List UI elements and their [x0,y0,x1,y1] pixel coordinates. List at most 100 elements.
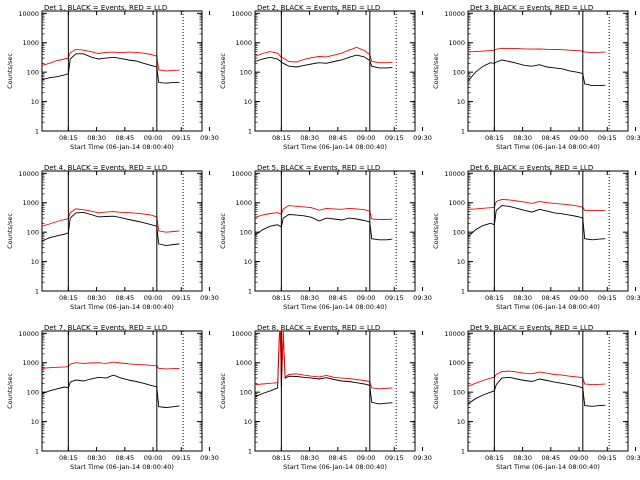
x-tick-label: 08:45 [541,134,560,142]
series-line-lld [41,208,180,233]
panel-title: Det 9, BLACK = Events, RED = LLD [470,324,593,332]
x-tick-label: 08:15 [485,294,504,302]
plot-frame [254,10,416,132]
plot-frame [254,170,416,292]
series-line-lld [41,361,180,370]
x-tick-label: 08:45 [328,294,347,302]
detector-panel-9: Det 9, BLACK = Events, RED = LLD 1 10 100 10… [432,324,640,471]
x-axis-label: Start Time (06-Jan-14 08:00:40) [283,303,387,311]
series-line-events [41,374,180,408]
y-tick-label: 1 [35,128,39,136]
y-tick-label: 1 [35,448,39,456]
y-tick-label: 1000 [235,199,252,207]
y-tick-label: 1000 [448,199,465,207]
x-tick-label: 09:00 [570,294,589,302]
x-tick-label: 08:30 [513,134,532,142]
series-line-events [254,332,393,405]
x-tick-label: 09:00 [570,454,589,462]
y-tick-label: 10 [244,418,252,426]
y-tick-label: 10000 [18,170,39,178]
plot-frame [254,330,416,452]
y-tick-label: 10000 [18,10,39,18]
x-tick-label: 08:30 [87,294,106,302]
plot-frame [467,330,629,452]
y-tick-label: 100 [27,229,39,237]
y-axis-label: Counts/sec [432,213,440,249]
x-tick-label: 09:00 [570,134,589,142]
panel-title: Det 3, BLACK = Events, RED = LLD [470,4,593,12]
series-line-events [41,211,180,247]
x-tick-label: 08:30 [300,454,319,462]
y-axis-label: Counts/sec [219,373,227,409]
x-tick-label: 09:00 [357,294,376,302]
x-tick-label: 09:00 [357,134,376,142]
y-tick-label: 100 [453,389,465,397]
x-tick-label: 09:30 [626,454,640,462]
x-tick-label: 08:45 [115,294,134,302]
y-tick-label: 1 [461,448,465,456]
y-tick-label: 10 [457,98,465,106]
panel-title: Det 4, BLACK = Events, RED = LLD [44,164,167,172]
x-tick-label: 09:30 [413,134,432,142]
plot-frame [467,170,629,292]
series-line-lld [254,330,393,390]
x-tick-label: 09:15 [598,454,617,462]
series-line-lld [467,370,606,387]
x-tick-label: 09:15 [385,134,404,142]
panel-title: Det 1, BLACK = Events, RED = LLD [44,4,167,12]
x-tick-label: 09:00 [144,294,163,302]
x-tick-label: 08:45 [328,134,347,142]
detector-panel-1: Det 1, BLACK = Events, RED = LLD 1 10 100 10… [6,4,219,151]
plot-frame [41,330,203,452]
series-line-events [467,205,606,241]
x-tick-label: 08:45 [541,454,560,462]
x-axis-label: Start Time (06-Jan-14 08:00:40) [283,463,387,471]
x-tick-label: 09:30 [626,134,640,142]
y-tick-label: 1000 [22,39,39,47]
y-tick-label: 1000 [22,199,39,207]
y-axis-label: Counts/sec [219,213,227,249]
x-tick-label: 09:30 [626,294,640,302]
x-tick-label: 09:15 [385,294,404,302]
x-tick-label: 08:30 [300,294,319,302]
series-line-lld [467,47,606,53]
plot-frame [41,170,203,292]
detector-panel-5: Det 5, BLACK = Events, RED = LLD 1 10 100 10… [219,164,432,311]
y-axis-label: Counts/sec [432,53,440,89]
series-line-events [254,214,393,241]
y-tick-label: 10 [244,258,252,266]
x-tick-label: 08:15 [59,134,78,142]
series-line-events [467,59,606,87]
x-tick-label: 09:30 [413,294,432,302]
y-tick-label: 100 [453,69,465,77]
y-tick-label: 1 [35,288,39,296]
y-tick-label: 100 [453,229,465,237]
x-tick-label: 09:15 [172,134,191,142]
x-tick-label: 09:00 [357,454,376,462]
x-tick-label: 08:45 [541,294,560,302]
series-line-events [41,53,180,84]
y-tick-label: 100 [27,69,39,77]
y-tick-label: 10000 [231,170,252,178]
y-tick-label: 10 [244,98,252,106]
x-tick-label: 09:15 [598,294,617,302]
y-tick-label: 100 [240,389,252,397]
x-axis-label: Start Time (06-Jan-14 08:00:40) [283,143,387,151]
plot-frame [41,10,203,132]
x-axis-label: Start Time (06-Jan-14 08:00:40) [70,463,174,471]
x-tick-label: 08:30 [87,134,106,142]
detector-panel-2: Det 2, BLACK = Events, RED = LLD 1 10 100 10… [219,4,432,151]
detector-panel-7: Det 7, BLACK = Events, RED = LLD 1 10 100 10… [6,324,219,471]
y-tick-label: 1000 [22,359,39,367]
x-tick-label: 09:30 [200,454,219,462]
detector-panel-8: Det 8, BLACK = Events, RED = LLD 1 10 100 10… [219,324,432,471]
y-tick-label: 1 [248,448,252,456]
panel-title: Det 2, BLACK = Events, RED = LLD [257,4,380,12]
x-tick-label: 09:30 [413,454,432,462]
y-tick-label: 100 [240,229,252,237]
y-tick-label: 1000 [448,359,465,367]
x-tick-label: 08:30 [87,454,106,462]
y-tick-label: 1000 [235,39,252,47]
plot-frame [467,10,629,132]
